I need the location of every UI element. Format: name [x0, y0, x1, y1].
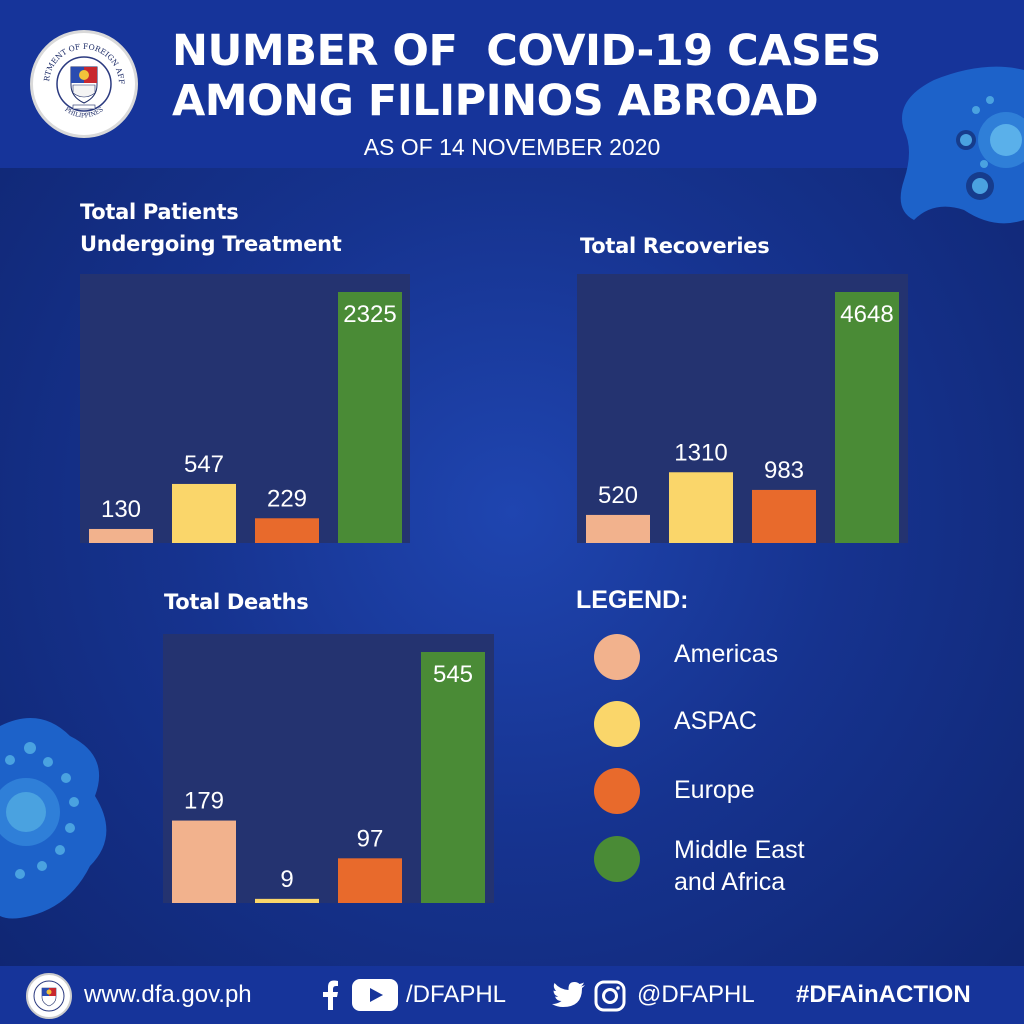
legend-label-europe: Europe [674, 776, 755, 804]
chart-plot-area: 179 9 97 545 [172, 652, 485, 903]
data-label-middle-east-and-africa: 2325 [343, 301, 396, 328]
facebook-icon[interactable] [321, 980, 339, 1010]
legend-swatch-europe [594, 768, 640, 814]
chart-plot-area: 130 547 229 2325 [89, 292, 402, 543]
chart-recoveries: 520 1310 983 4648 [577, 274, 908, 543]
chart-title-treatment-line-2: Undergoing Treatment [80, 232, 342, 256]
data-label-aspac: 9 [280, 866, 293, 893]
footer-website[interactable]: www.dfa.gov.ph [84, 981, 252, 1008]
data-label-aspac: 1310 [674, 439, 727, 466]
footer-twitter-instagram-handle[interactable]: @DFAPHL [637, 981, 755, 1008]
legend-label-aspac: ASPAC [674, 707, 757, 735]
legend-swatch-americas [594, 634, 640, 680]
data-label-americas: 520 [598, 482, 638, 509]
chart-title-treatment: Total Patients Undergoing Treatment [80, 196, 342, 260]
youtube-icon[interactable] [352, 979, 398, 1011]
bar-middle-east-and-africa [421, 652, 485, 903]
bar-europe [338, 858, 402, 903]
title-line-2: AMONG FILIPINOS ABROAD [172, 76, 819, 126]
as-of-date: AS OF 14 NOVEMBER 2020 [363, 134, 661, 160]
chart-deaths: 179 9 97 545 [163, 634, 494, 903]
chart-title-treatment-line-1: Total Patients [80, 200, 239, 224]
data-label-aspac: 547 [184, 451, 224, 478]
footer-facebook-youtube-handle[interactable]: /DFAPHL [406, 981, 507, 1008]
bar-middle-east-and-africa [338, 292, 402, 543]
bar-aspac [669, 472, 733, 543]
dfa-seal-logo: DEPARTMENT OF FOREIGN AFFAIRS PHILIPPINE… [30, 30, 138, 138]
virus-decoration-top-right-icon [900, 66, 1024, 224]
data-label-middle-east-and-africa: 4648 [840, 301, 893, 328]
legend-swatch-aspac [594, 701, 640, 747]
data-label-americas: 179 [184, 788, 224, 815]
chart-plot-area: 520 1310 983 4648 [586, 292, 899, 543]
virus-decoration-bottom-left-icon [0, 718, 107, 919]
twitter-icon[interactable] [552, 982, 586, 1010]
footer-band: www.dfa.gov.ph /DFAPHL @DFAPHL #DFAinACT… [0, 966, 1024, 1024]
chart-treatment: 130 547 229 2325 [80, 274, 410, 543]
data-label-americas: 130 [101, 496, 141, 523]
bar-americas [172, 820, 236, 903]
bar-aspac [172, 483, 236, 543]
header-band [0, 0, 1024, 168]
legend-title: LEGEND: [576, 586, 689, 614]
bar-americas [89, 528, 153, 543]
bar-aspac [255, 898, 319, 903]
data-label-europe: 97 [357, 825, 384, 852]
bar-middle-east-and-africa [835, 292, 899, 543]
bar-americas [586, 514, 650, 543]
legend-label-middle-east-africa: Middle East and Africa [674, 834, 934, 898]
bar-europe [752, 489, 816, 543]
legend-label-middle-east-africa-line-2: and Africa [674, 868, 786, 896]
footer-dfa-seal-logo [26, 973, 72, 1019]
chart-title-deaths: Total Deaths [164, 590, 309, 614]
legend-label-americas: Americas [674, 640, 779, 668]
page-title: NUMBER OF COVID-19 CASES AMONG FILIPINOS… [172, 26, 932, 126]
legend-swatch-middle-east-africa [594, 836, 640, 882]
chart-title-recoveries: Total Recoveries [580, 234, 770, 258]
data-label-middle-east-and-africa: 545 [433, 661, 473, 688]
data-label-europe: 983 [764, 457, 804, 484]
bar-europe [255, 518, 319, 543]
instagram-icon[interactable] [594, 980, 626, 1012]
title-line-1: NUMBER OF COVID-19 CASES [172, 26, 881, 76]
legend-label-middle-east-africa-line-1: Middle East [674, 836, 805, 864]
data-label-europe: 229 [267, 485, 307, 512]
footer-hashtag[interactable]: #DFAinACTION [796, 981, 971, 1008]
